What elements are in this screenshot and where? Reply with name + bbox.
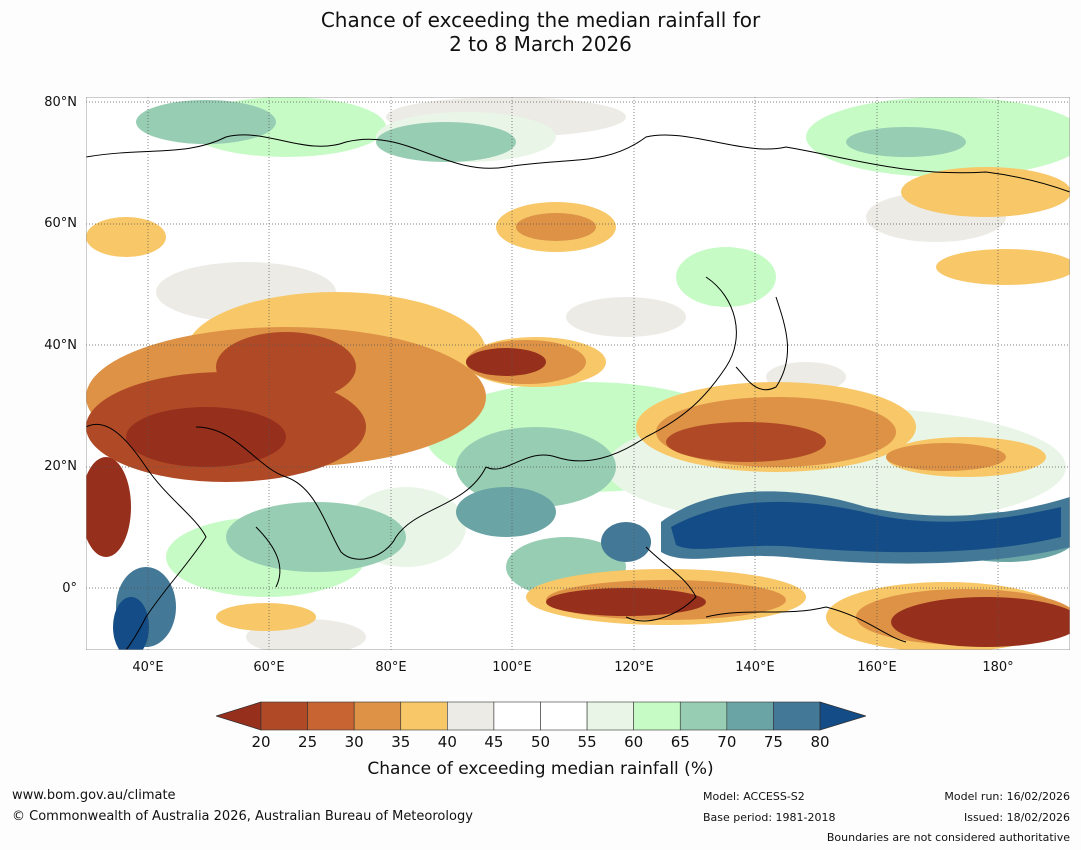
lon-label-120e: 120°E [614,660,654,675]
colorbar-tick-40: 40 [437,733,457,751]
colorbar-cell-75-80 [773,701,821,731]
lat-label-20n: 20°N [44,459,77,474]
colorbar-cell-20-25 [260,701,308,731]
lat-label-40n: 40°N [44,338,77,353]
lon-label-100e: 100°E [492,660,532,675]
boundaries-disclaimer: Boundaries are not considered authoritat… [826,831,1070,844]
colorbar-cell-25-30 [307,701,355,731]
lat-label-80n: 80°N [44,95,77,110]
model-run-date: Model run: 16/02/2026 [944,790,1070,803]
colorbar-tick-25: 25 [298,733,318,751]
colorbar-cell-65-70 [679,701,728,731]
lon-label-40e: 40°E [132,660,164,675]
colorbar-extend-low [216,701,262,731]
rainfall-map [86,97,1070,650]
colorbar-cell-35-40 [400,701,448,731]
title-line-2: 2 to 8 March 2026 [449,32,632,56]
graticule [86,97,1070,650]
colorbar-cell-50-55 [540,701,588,731]
lon-label-60e: 60°E [253,660,285,675]
colorbar-tick-55: 55 [577,733,597,751]
colorbar-cell-40-45 [447,701,495,731]
colorbar-tick-30: 30 [344,733,364,751]
colorbar-cell-45-50 [493,701,541,731]
wet-strong-patches [113,491,1070,650]
copyright-text: © Commonwealth of Australia 2026, Austra… [12,809,473,824]
lon-label-80e: 80°E [375,660,407,675]
colorbar-cell-30-35 [353,701,402,731]
website-link[interactable]: www.bom.gov.au/climate [12,788,176,803]
colorbar-tick-80: 80 [810,733,830,751]
colorbar-tick-50: 50 [530,733,551,751]
lon-label-180: 180° [982,660,1014,675]
map-title: Chance of exceeding the median rainfall … [0,8,1081,56]
colorbar-label: Chance of exceeding median rainfall (%) [367,759,714,779]
model-name: Model: ACCESS-S2 [703,790,805,803]
colorbar-cell-70-75 [726,701,774,731]
colorbar-tick-65: 65 [670,733,690,751]
colorbar-tick-20: 20 [251,733,271,751]
colorbar-cells [260,701,821,731]
coastlines [86,134,1070,650]
dry-strong-patches [86,332,1070,647]
colorbar-tick-45: 45 [484,733,504,751]
lat-label-60n: 60°N [44,216,77,231]
lon-label-140e: 140°E [735,660,775,675]
issued-date: Issued: 18/02/2026 [963,811,1070,824]
title-line-1: Chance of exceeding the median rainfall … [320,8,761,32]
colorbar-tick-75: 75 [763,733,783,751]
lon-label-160e: 160°E [857,660,897,675]
colorbar-extend-high [819,701,866,731]
colorbar-tick-70: 70 [717,733,737,751]
colorbar-cell-60-65 [633,701,681,731]
base-period: Base period: 1981-2018 [703,811,836,824]
colorbar-tick-35: 35 [391,733,411,751]
colorbar-cell-55-60 [586,701,634,731]
colorbar-tick-60: 60 [624,733,644,751]
colorbar [216,701,866,731]
lat-label-0: 0° [62,581,77,596]
